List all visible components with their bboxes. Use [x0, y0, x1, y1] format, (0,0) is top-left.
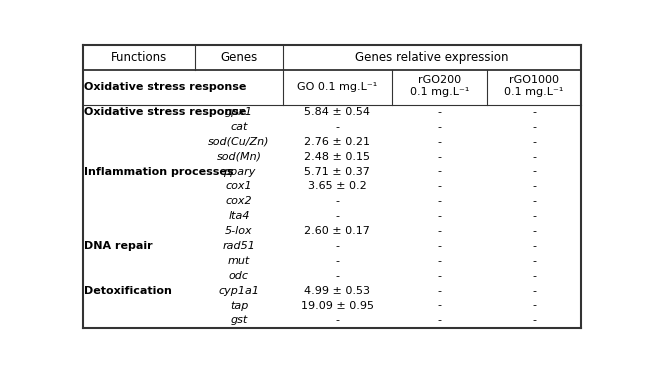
Text: 19.09 ± 0.95: 19.09 ± 0.95	[301, 300, 374, 310]
Text: -: -	[532, 286, 536, 296]
Text: -: -	[437, 286, 441, 296]
Text: Genes relative expression: Genes relative expression	[355, 51, 509, 64]
Text: -: -	[437, 166, 441, 176]
Text: cox1: cox1	[226, 182, 252, 192]
Text: 5-lox: 5-lox	[225, 226, 253, 236]
Text: -: -	[532, 182, 536, 192]
Text: -: -	[532, 166, 536, 176]
Text: Oxidative stress response: Oxidative stress response	[84, 82, 247, 93]
Text: tap: tap	[230, 300, 248, 310]
Text: rad51: rad51	[223, 241, 256, 251]
Text: -: -	[437, 211, 441, 221]
Text: -: -	[532, 315, 536, 325]
Text: -: -	[532, 241, 536, 251]
Text: -: -	[335, 196, 339, 206]
Text: -: -	[437, 196, 441, 206]
Text: -: -	[335, 122, 339, 132]
Text: -: -	[532, 107, 536, 117]
Text: cox2: cox2	[226, 196, 252, 206]
Text: gst: gst	[230, 315, 248, 325]
Text: cyp1a1: cyp1a1	[219, 286, 259, 296]
Text: rGO200: rGO200	[418, 75, 461, 85]
Text: sod(Cu/Zn): sod(Cu/Zn)	[208, 137, 270, 147]
Text: 4.99 ± 0.53: 4.99 ± 0.53	[304, 286, 370, 296]
Text: -: -	[532, 152, 536, 162]
Text: 2.48 ± 0.15: 2.48 ± 0.15	[304, 152, 370, 162]
Text: Oxidative stress response: Oxidative stress response	[84, 107, 247, 117]
Text: rGO1000: rGO1000	[509, 75, 559, 85]
Text: ppary: ppary	[223, 166, 255, 176]
Text: 0.1 mg.L⁻¹: 0.1 mg.L⁻¹	[504, 87, 564, 97]
Text: -: -	[437, 226, 441, 236]
Text: Inflammation processes: Inflammation processes	[84, 166, 234, 176]
Text: sod(Mn): sod(Mn)	[217, 152, 261, 162]
Text: -: -	[437, 256, 441, 266]
Text: -: -	[532, 256, 536, 266]
Text: -: -	[532, 271, 536, 281]
Text: -: -	[437, 137, 441, 147]
Text: 3.65 ± 0.2: 3.65 ± 0.2	[308, 182, 367, 192]
Text: -: -	[437, 152, 441, 162]
Text: -: -	[532, 196, 536, 206]
Text: cat: cat	[230, 122, 248, 132]
Text: GO 0.1 mg.L⁻¹: GO 0.1 mg.L⁻¹	[297, 82, 377, 93]
Text: 5.84 ± 0.54: 5.84 ± 0.54	[304, 107, 370, 117]
Text: 0.1 mg.L⁻¹: 0.1 mg.L⁻¹	[410, 87, 469, 97]
Text: DNA repair: DNA repair	[84, 241, 153, 251]
Text: -: -	[335, 256, 339, 266]
Text: Detoxification: Detoxification	[84, 286, 172, 296]
Text: 2.76 ± 0.21: 2.76 ± 0.21	[304, 137, 370, 147]
Text: -: -	[532, 122, 536, 132]
Text: -: -	[437, 315, 441, 325]
Text: mut: mut	[228, 256, 250, 266]
Text: 2.60 ± 0.17: 2.60 ± 0.17	[304, 226, 370, 236]
Text: -: -	[335, 241, 339, 251]
Text: -: -	[335, 271, 339, 281]
Text: -: -	[532, 137, 536, 147]
Text: gpx1: gpx1	[225, 107, 253, 117]
Text: -: -	[335, 315, 339, 325]
Text: Genes: Genes	[221, 51, 258, 64]
Text: -: -	[437, 182, 441, 192]
Text: Functions: Functions	[111, 51, 168, 64]
Text: -: -	[532, 300, 536, 310]
Text: lta4: lta4	[228, 211, 250, 221]
Text: 5.71 ± 0.37: 5.71 ± 0.37	[304, 166, 370, 176]
Text: -: -	[532, 211, 536, 221]
Text: -: -	[437, 122, 441, 132]
Text: -: -	[532, 226, 536, 236]
Text: -: -	[335, 211, 339, 221]
Text: -: -	[437, 107, 441, 117]
Text: -: -	[437, 241, 441, 251]
Text: -: -	[437, 271, 441, 281]
Text: odc: odc	[229, 271, 249, 281]
Text: -: -	[437, 300, 441, 310]
